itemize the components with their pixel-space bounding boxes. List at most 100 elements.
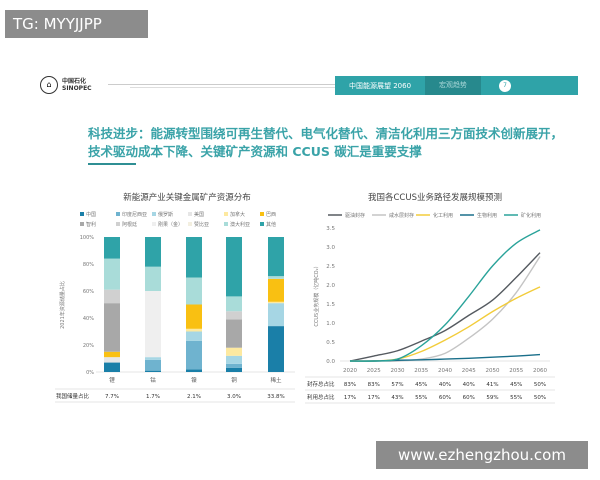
x-tick-label: 2030 xyxy=(391,368,405,374)
bar-segment xyxy=(226,367,242,372)
legend-swatch xyxy=(116,222,120,226)
bar-segment xyxy=(226,237,242,297)
y-tick-label: 20% xyxy=(83,343,94,349)
legend-label: 矿化利用 xyxy=(521,212,541,219)
logo-en: SINOPEC xyxy=(62,85,92,92)
table-cell: 50% xyxy=(534,395,546,401)
x-tick-label: 2050 xyxy=(486,368,500,374)
bar-segment xyxy=(104,351,120,358)
legend-swatch xyxy=(260,222,264,226)
bar-segment xyxy=(226,296,242,312)
bar-segment xyxy=(145,237,161,267)
bar-segment xyxy=(226,311,242,320)
bar-segment xyxy=(186,237,202,278)
bar-segment xyxy=(226,347,242,356)
table-cell: 45% xyxy=(510,382,522,388)
bar-segment xyxy=(104,362,120,372)
table-cell: 50% xyxy=(534,382,546,388)
bar-segment xyxy=(268,326,284,372)
header-bar: 中国能源展望 2060 宏观趋势 7 xyxy=(335,76,578,95)
x-tick-label: 稀土 xyxy=(270,376,282,384)
legend-label: 巴西 xyxy=(266,212,276,218)
watermark-bottom: www.ezhengzhou.com xyxy=(376,441,588,469)
legend-swatch xyxy=(80,222,84,226)
legend-label: 智利 xyxy=(86,221,96,228)
table-cell: 60% xyxy=(439,395,451,401)
bar-segment xyxy=(186,369,202,372)
table-cell: 59% xyxy=(486,395,498,401)
series-line xyxy=(350,256,541,362)
report-name: 中国能源展望 2060 xyxy=(349,81,412,90)
x-tick-label: 2035 xyxy=(414,368,428,374)
bar-segment xyxy=(186,331,202,341)
y-tick-label: 1.5 xyxy=(326,302,335,308)
page-number: 7 xyxy=(499,79,512,92)
y-tick-label: 1.0 xyxy=(326,321,335,327)
legend-label: 咸水层封存 xyxy=(389,212,414,219)
legend-label: 美国 xyxy=(194,211,204,218)
x-tick-label: 2025 xyxy=(367,368,381,374)
bar-segment xyxy=(226,363,242,368)
divider xyxy=(130,87,336,88)
x-tick-label: 2055 xyxy=(509,368,523,374)
bar-segment xyxy=(268,276,284,279)
x-tick-label: 钴 xyxy=(150,376,156,384)
bar-segment xyxy=(104,303,120,352)
section-name: 宏观趋势 xyxy=(425,76,482,95)
y-tick-label: 0% xyxy=(86,370,94,376)
legend-label: 生物利用 xyxy=(477,212,497,219)
x-tick-label: 2020 xyxy=(343,368,357,374)
table-cell: 2.1% xyxy=(187,394,201,400)
bar-segment xyxy=(104,357,120,363)
legend-swatch xyxy=(80,212,84,216)
table-row-label: 我国储量占比 xyxy=(56,392,90,400)
bar-segment xyxy=(186,340,202,370)
sinopec-logo: ⌂ 中国石化 SINOPEC xyxy=(40,76,92,94)
table-cell: 57% xyxy=(391,382,403,388)
bar-segment xyxy=(104,258,120,290)
bar-segment xyxy=(186,277,202,305)
table-cell: 83% xyxy=(344,382,356,388)
sinopec-logo-icon: ⌂ xyxy=(40,76,58,94)
legend-swatch xyxy=(188,222,192,226)
legend-swatch xyxy=(224,212,228,216)
legend-label: 加拿大 xyxy=(230,211,245,218)
legend-swatch xyxy=(260,212,264,216)
y-tick-label: 3.5 xyxy=(326,226,335,232)
table-cell: 43% xyxy=(391,395,403,401)
title-underline xyxy=(88,163,136,165)
table-cell: 7.7% xyxy=(105,394,119,400)
bar-segment xyxy=(145,291,161,358)
bar-segment xyxy=(145,266,161,291)
table-cell: 55% xyxy=(415,395,427,401)
legend-label: 刚果（金） xyxy=(158,221,183,228)
x-tick-label: 锂 xyxy=(109,376,115,384)
table-cell: 1.7% xyxy=(146,394,160,400)
bar-segment xyxy=(145,359,161,371)
logo-cn: 中国石化 xyxy=(62,78,87,85)
page-title: 科技进步：能源转型围绕可再生替代、电气化替代、清洁化利用三方面技术创新展开， 技… xyxy=(88,125,563,161)
x-tick-label: 铜 xyxy=(231,376,237,384)
y-tick-label: 0.5 xyxy=(326,340,335,346)
table-cell: 3.0% xyxy=(227,394,241,400)
bar-segment xyxy=(186,328,202,332)
series-line xyxy=(349,229,541,362)
table-cell: 60% xyxy=(463,395,475,401)
bar-segment xyxy=(104,289,120,304)
table-cell: 17% xyxy=(344,395,356,401)
legend-label: 印度尼西亚 xyxy=(122,211,147,218)
bar-segment xyxy=(268,278,284,302)
bar-segment xyxy=(226,319,242,348)
y-tick-label: 3.0 xyxy=(326,245,335,251)
series-line xyxy=(349,252,541,362)
legend-swatch xyxy=(116,212,120,216)
bar-segment xyxy=(145,357,161,360)
divider xyxy=(108,84,336,85)
x-tick-label: 2045 xyxy=(462,368,476,374)
legend-label: 俄罗斯 xyxy=(158,211,173,218)
table-cell: 33.8% xyxy=(267,394,284,400)
bar-segment xyxy=(104,237,120,259)
bar-segment xyxy=(226,355,242,364)
table-cell: 40% xyxy=(439,382,451,388)
